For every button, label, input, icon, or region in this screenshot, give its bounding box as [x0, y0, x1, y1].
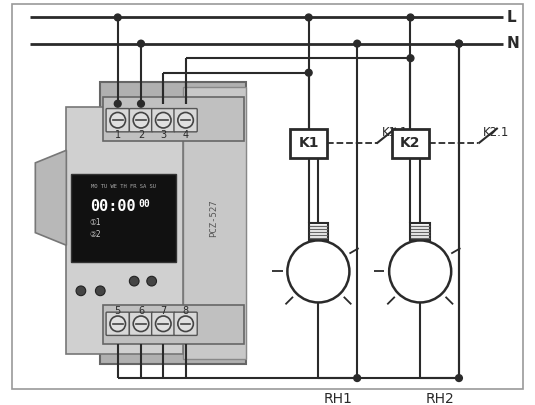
Circle shape [137, 100, 144, 107]
Circle shape [95, 286, 105, 296]
Text: MO TU WE TH FR SA SU: MO TU WE TH FR SA SU [91, 184, 156, 189]
Circle shape [389, 241, 451, 303]
FancyBboxPatch shape [392, 129, 429, 158]
FancyBboxPatch shape [103, 97, 244, 141]
Text: K1: K1 [299, 136, 319, 151]
Circle shape [178, 113, 193, 128]
Circle shape [114, 100, 121, 107]
Text: 5: 5 [114, 306, 121, 316]
FancyBboxPatch shape [71, 175, 176, 262]
FancyBboxPatch shape [174, 312, 197, 335]
Text: K2: K2 [400, 136, 421, 151]
Circle shape [137, 40, 144, 47]
Circle shape [147, 276, 157, 286]
Text: L: L [507, 10, 516, 25]
Text: 1: 1 [114, 130, 121, 140]
FancyBboxPatch shape [106, 109, 129, 132]
Circle shape [354, 375, 361, 382]
Text: ②2: ②2 [90, 230, 101, 239]
Text: N: N [507, 36, 519, 51]
Circle shape [456, 40, 462, 47]
Text: PCZ-527: PCZ-527 [209, 199, 218, 237]
Polygon shape [35, 150, 66, 245]
FancyBboxPatch shape [129, 109, 152, 132]
Circle shape [156, 316, 171, 332]
Text: 00:00: 00:00 [90, 199, 136, 214]
Circle shape [129, 276, 139, 286]
Circle shape [156, 113, 171, 128]
Text: 2: 2 [138, 130, 144, 140]
Text: ①1: ①1 [90, 218, 101, 227]
Text: 6: 6 [138, 306, 144, 316]
Text: 00: 00 [138, 199, 150, 209]
Circle shape [407, 14, 414, 21]
FancyBboxPatch shape [66, 107, 182, 354]
Circle shape [456, 40, 462, 47]
Circle shape [133, 316, 149, 332]
Circle shape [110, 316, 126, 332]
Circle shape [114, 14, 121, 21]
Text: K1.1: K1.1 [381, 126, 408, 139]
Circle shape [407, 55, 414, 62]
Text: RН2: RН2 [425, 392, 454, 405]
FancyBboxPatch shape [291, 129, 327, 158]
FancyBboxPatch shape [151, 109, 175, 132]
Circle shape [456, 375, 462, 382]
FancyBboxPatch shape [129, 312, 152, 335]
Text: 3: 3 [160, 130, 166, 140]
FancyBboxPatch shape [182, 87, 246, 359]
Circle shape [178, 316, 193, 332]
Circle shape [76, 286, 86, 296]
FancyBboxPatch shape [174, 109, 197, 132]
Circle shape [133, 113, 149, 128]
Circle shape [354, 40, 361, 47]
FancyBboxPatch shape [103, 305, 244, 344]
Circle shape [305, 69, 312, 76]
Text: K2.1: K2.1 [483, 126, 509, 139]
Text: 7: 7 [160, 306, 166, 316]
Text: 4: 4 [182, 130, 189, 140]
FancyBboxPatch shape [151, 312, 175, 335]
Circle shape [110, 113, 126, 128]
FancyBboxPatch shape [100, 82, 246, 364]
Text: 8: 8 [182, 306, 189, 316]
Circle shape [305, 14, 312, 21]
FancyBboxPatch shape [106, 312, 129, 335]
Circle shape [287, 241, 349, 303]
Text: RН1: RН1 [323, 392, 352, 405]
